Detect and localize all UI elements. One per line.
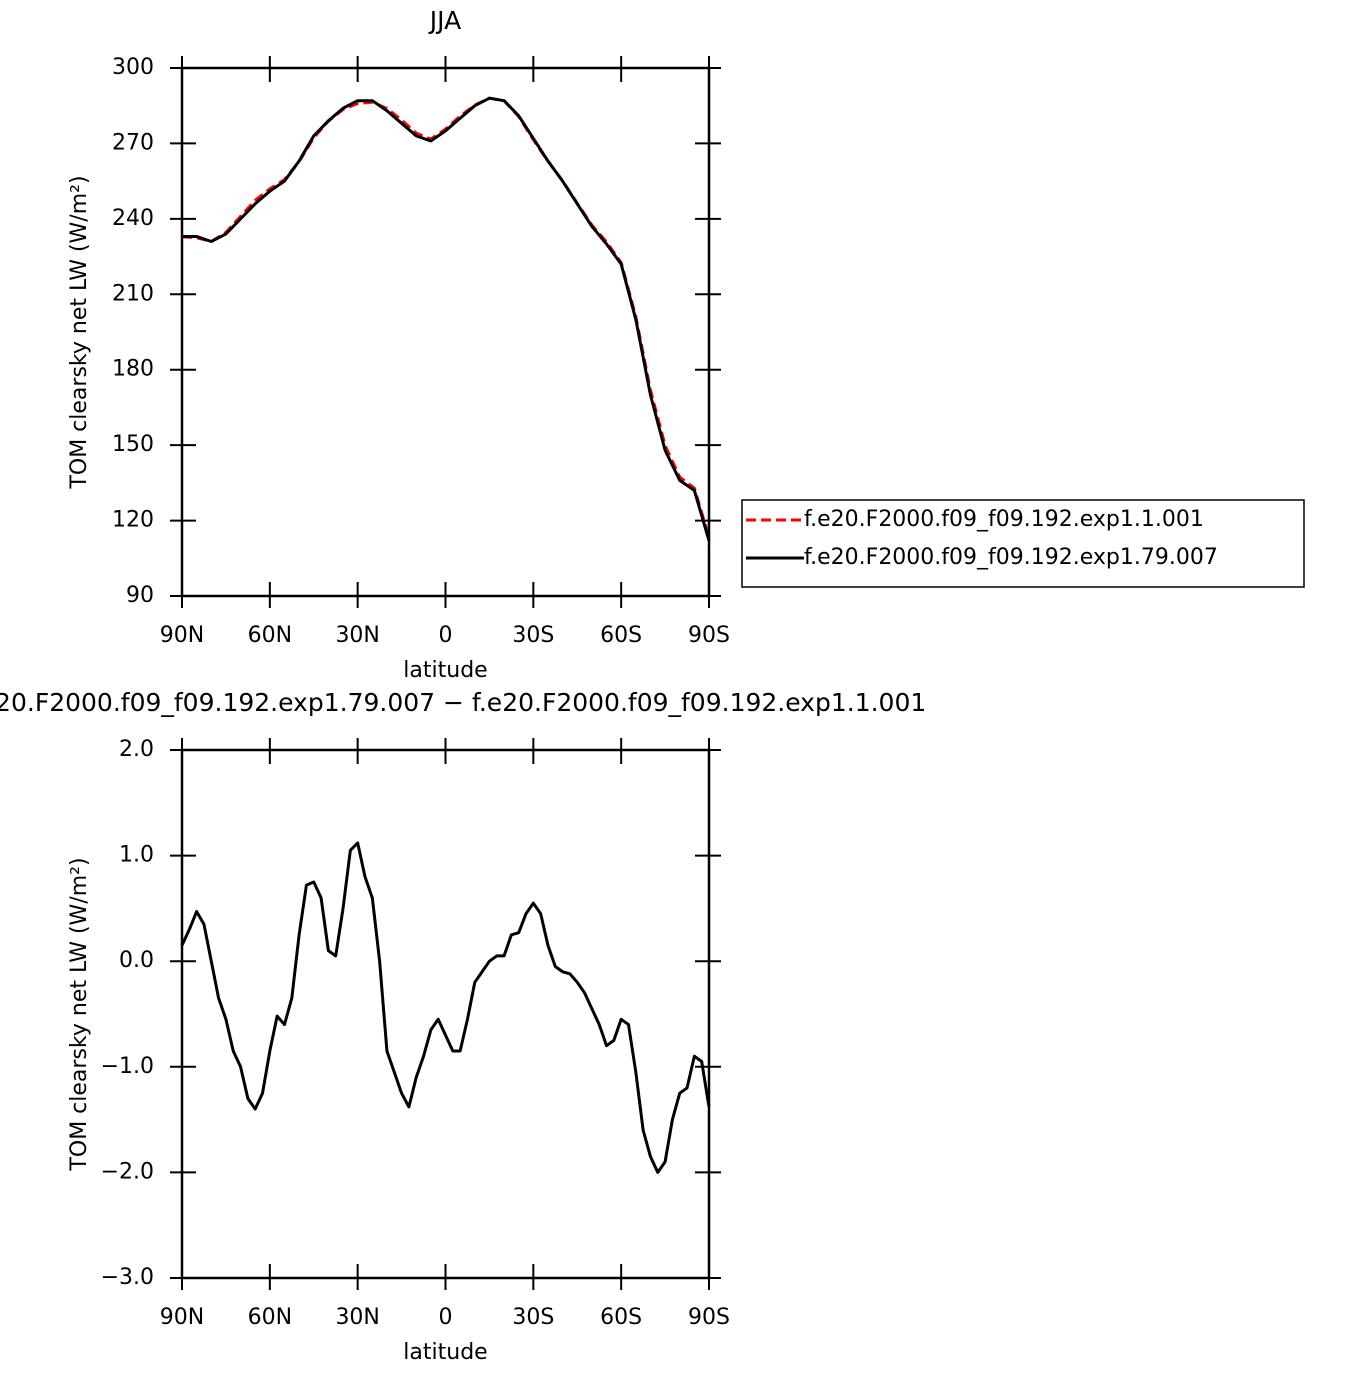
x-tick-label: 90S xyxy=(688,623,730,648)
x-tick-label: 30N xyxy=(335,1305,379,1330)
panel: JJA 90 120 150 180 210 240 270 300 90N 60N 30N 0 30S 6… xyxy=(67,6,1305,683)
y-tick-label: 2.0 xyxy=(119,737,154,762)
x-tick-label: 0 xyxy=(439,623,453,648)
y-tick-label: 180 xyxy=(112,357,154,382)
legend-box xyxy=(741,499,1305,588)
legend-label: f.e20.F2000.f09_f09.192.exp1.1.001 xyxy=(804,507,1204,532)
y-axis-title: TOM clearsky net LW (W/m²) xyxy=(67,857,92,1171)
x-tick-label: 60N xyxy=(248,623,292,648)
y-tick-label: 120 xyxy=(112,508,154,533)
y-axis-title: TOM clearsky net LW (W/m²) xyxy=(67,175,92,489)
chart-title: f.e20.F2000.f09_f09.192.exp1.79.007 − f.… xyxy=(0,688,926,717)
plot-frame xyxy=(180,66,711,598)
x-tick-label: 0 xyxy=(439,1305,453,1330)
y-tick-label: −3.0 xyxy=(101,1265,154,1290)
y-tick-label: 0.0 xyxy=(119,948,154,973)
x-tick-label: 90N xyxy=(160,623,204,648)
x-tick-label: 90N xyxy=(160,1305,204,1330)
x-tick-label: 30S xyxy=(512,623,554,648)
y-tick-label: −2.0 xyxy=(101,1159,154,1184)
y-tick-label: 240 xyxy=(112,206,154,231)
panel: f.e20.F2000.f09_f09.192.exp1.79.007 − f.… xyxy=(0,688,926,1365)
y-tick-label: 210 xyxy=(112,281,154,306)
x-tick-label: 30S xyxy=(512,1305,554,1330)
y-tick-label: 150 xyxy=(112,432,154,457)
y-tick-label: 270 xyxy=(112,130,154,155)
chart-title: JJA xyxy=(428,6,461,35)
y-tick-label: 90 xyxy=(126,583,154,608)
x-tick-label: 60N xyxy=(248,1305,292,1330)
x-axis-title: latitude xyxy=(403,658,487,683)
plot-frame xyxy=(180,748,711,1280)
x-axis-title: latitude xyxy=(403,1340,487,1365)
data-line xyxy=(181,96,711,538)
data-line xyxy=(180,841,711,1174)
y-tick-label: 1.0 xyxy=(119,843,154,868)
legend-label: f.e20.F2000.f09_f09.192.exp1.79.007 xyxy=(804,545,1218,570)
x-tick-label: 60S xyxy=(600,1305,642,1330)
x-tick-label: 60S xyxy=(600,623,642,648)
y-tick-label: −1.0 xyxy=(101,1054,154,1079)
y-tick-label: 300 xyxy=(112,55,154,80)
data-line xyxy=(182,96,711,542)
x-tick-label: 30N xyxy=(335,623,379,648)
x-tick-label: 90S xyxy=(688,1305,730,1330)
